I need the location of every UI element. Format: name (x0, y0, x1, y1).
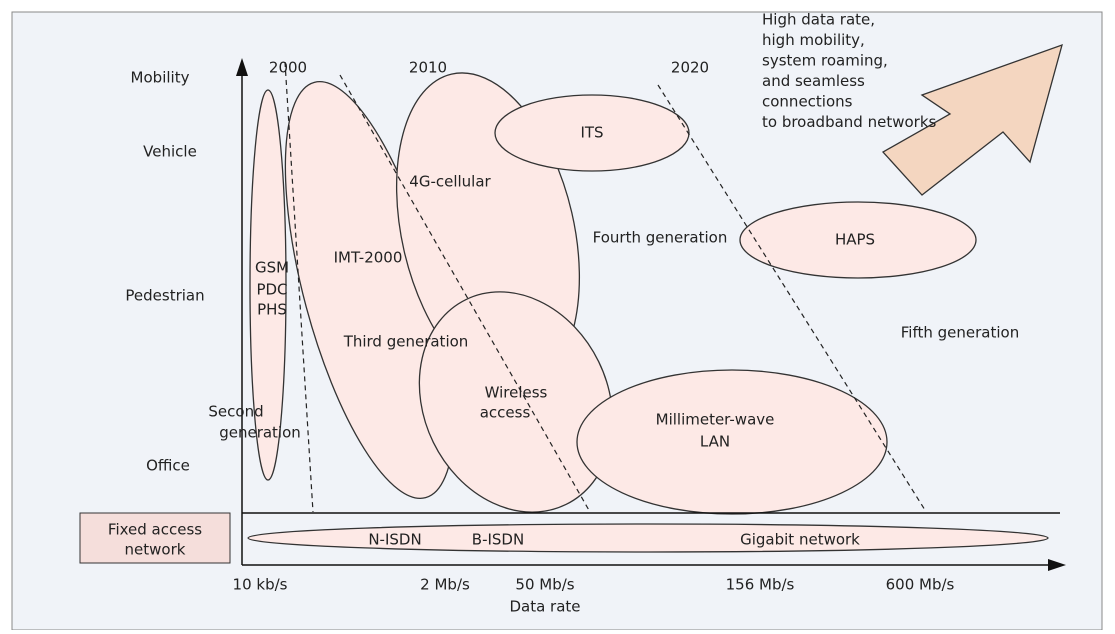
label: PDC (256, 281, 287, 299)
label: 156 Mb/s (726, 576, 795, 594)
label: High data rate, (762, 11, 875, 29)
label: Vehicle (143, 143, 197, 161)
fixed-box (79, 512, 231, 564)
label: Gigabit network (740, 531, 860, 549)
label: Third generation (343, 333, 469, 351)
labels: Mobility Vehicle Pedestrian Office 10 kb/s 2 … (108, 11, 1019, 616)
label: and seamless (762, 72, 865, 90)
fixed-ellipse (247, 523, 1049, 553)
label: Fourth generation (593, 229, 728, 247)
y-arrow (236, 58, 248, 76)
label: 2 Mb/s (420, 576, 470, 594)
second-gen-ellipse (249, 89, 287, 481)
label: 2010 (409, 59, 447, 77)
label: PHS (257, 301, 287, 319)
mmwave-ellipse (576, 369, 888, 515)
label: 2020 (671, 59, 709, 77)
dash-line (339, 74, 591, 513)
its-ellipse (494, 94, 690, 172)
label: ITS (580, 124, 603, 142)
label: Fifth generation (901, 324, 1019, 342)
label: connections (762, 93, 853, 111)
label: N-ISDN (368, 531, 421, 549)
label: B-ISDN (472, 531, 524, 549)
label: to broadband networks (762, 113, 937, 131)
label: system roaming, (762, 52, 888, 70)
label: network (125, 541, 186, 559)
label: 4G-cellular (409, 173, 491, 191)
label: access (480, 404, 531, 422)
label: 600 Mb/s (886, 576, 955, 594)
label: Office (146, 457, 190, 475)
label: Data rate (509, 598, 580, 616)
dash-line (657, 84, 926, 511)
label: 10 kb/s (233, 576, 288, 594)
label: LAN (700, 433, 730, 451)
label: Mobility (131, 69, 190, 87)
label: 2000 (269, 59, 307, 77)
label: IMT-2000 (334, 249, 403, 267)
label: HAPS (835, 231, 875, 249)
label: Fixed access (108, 521, 202, 539)
dash-line (284, 61, 314, 513)
label: Second (208, 403, 263, 421)
wireless-ellipse (418, 291, 614, 513)
label: high mobility, (762, 31, 865, 49)
label: generation (219, 424, 301, 442)
haps-ellipse (739, 201, 977, 279)
label: Pedestrian (125, 287, 204, 305)
label: GSM (255, 259, 289, 277)
x-arrow (1048, 559, 1066, 571)
big-arrow (881, 43, 1063, 196)
label: Millimeter-wave (656, 411, 775, 429)
label: Wireless (485, 384, 548, 402)
label: 50 Mb/s (515, 576, 574, 594)
